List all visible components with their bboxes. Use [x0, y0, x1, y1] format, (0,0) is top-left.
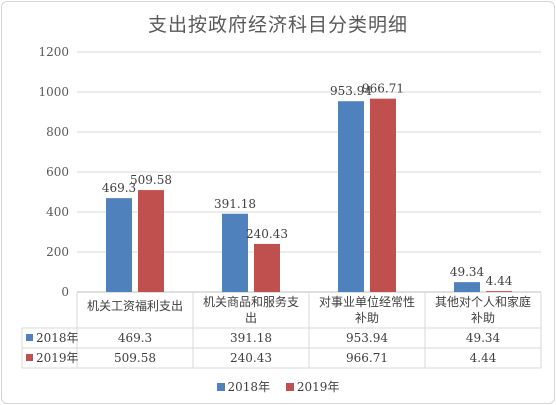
legend-label-2018: 2018年 [227, 380, 271, 394]
bar-2018年-1 [222, 213, 248, 292]
y-tick-label-600: 600 [46, 165, 69, 179]
table-swatch-2018年 [26, 334, 33, 341]
bar-2018年-3 [454, 282, 480, 292]
data-label-2019年-0: 509.58 [130, 173, 172, 187]
table-row-label-2018年: 2018年 [36, 331, 79, 345]
bar-2019年-3 [486, 291, 512, 292]
data-label-2018年-2: 953.94 [330, 84, 372, 98]
chart-title: 支出按政府经济科目分类明细 [147, 14, 408, 36]
data-label-2018年-3: 49.34 [450, 265, 485, 279]
legend-item-2019: 2019年 [285, 378, 340, 395]
table-cell-2018年-0: 469.3 [118, 331, 152, 345]
legend-swatch-2019 [285, 382, 294, 391]
category-label-2-0: 对事业单位经常性 [319, 294, 415, 309]
bar-2019年-0 [138, 190, 164, 292]
y-tick-label-400: 400 [46, 205, 69, 219]
data-label-2019年-1: 240.43 [246, 227, 288, 241]
table-cell-2018年-2: 953.94 [346, 331, 388, 345]
table-cell-2019年-2: 966.71 [346, 351, 388, 365]
data-label-2018年-0: 469.3 [102, 181, 136, 195]
y-tick-label-1000: 1000 [38, 85, 69, 99]
bar-2018年-0 [106, 198, 132, 292]
y-tick-label-1200: 1200 [38, 45, 69, 59]
category-label-2-1: 补助 [355, 311, 379, 325]
category-label-0-0: 机关工资福利支出 [87, 298, 183, 313]
category-label-3-1: 补助 [471, 311, 495, 325]
table-cell-2019年-1: 240.43 [230, 351, 272, 365]
category-label-3-0: 其他对个人和家庭 [435, 294, 531, 309]
bar-2019年-1 [254, 243, 280, 292]
bar-2018年-2 [338, 101, 364, 292]
legend-item-2018: 2018年 [216, 378, 271, 395]
data-label-2019年-3: 4.44 [486, 274, 513, 288]
table-row-label-2019年: 2019年 [36, 351, 79, 365]
y-tick-label-200: 200 [46, 245, 69, 259]
y-tick-label-800: 800 [46, 125, 69, 139]
table-cell-2018年-3: 49.34 [466, 331, 501, 345]
table-cell-2019年-0: 509.58 [114, 351, 156, 365]
legend-label-2019: 2019年 [296, 380, 340, 394]
y-tick-label-0: 0 [61, 285, 69, 299]
category-label-1-0: 机关商品和服务支 [203, 294, 299, 309]
data-label-2018年-1: 391.18 [214, 197, 256, 211]
data-label-2019年-2: 966.71 [362, 82, 404, 96]
table-cell-2018年-1: 391.18 [230, 331, 272, 345]
legend: 2018年 2019年 [0, 378, 556, 395]
category-label-1-1: 出 [245, 311, 257, 325]
legend-swatch-2018 [216, 382, 225, 391]
bar-2019年-2 [370, 98, 396, 293]
table-cell-2019年-3: 4.44 [470, 351, 497, 365]
table-swatch-2019年 [26, 354, 33, 361]
